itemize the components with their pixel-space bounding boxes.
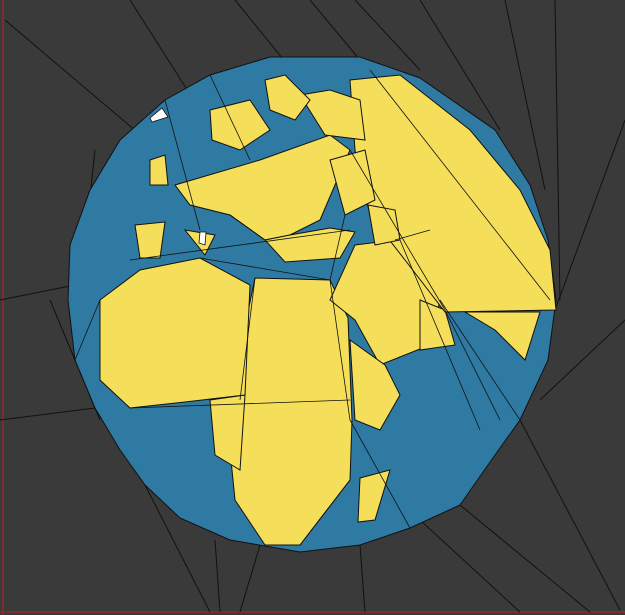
land-india [419,299,456,351]
facet-line [349,419,411,529]
shard-line [519,419,621,611]
shard-line [419,0,501,131]
land-se-asia [463,311,541,361]
facet-line [209,74,251,161]
facet-line [129,229,351,261]
shard-line [554,0,561,301]
facet-line [329,214,346,281]
shard-line [354,0,421,71]
facet-line [239,277,256,401]
shard-line [214,539,221,613]
ice-fragment [149,107,169,123]
facet-line [164,99,201,231]
land-fragment-a [149,154,169,186]
land-black-sea-area [329,149,376,216]
land-madagascar [357,469,391,523]
shard-line [504,0,546,191]
facet-line [74,299,101,361]
land-masses [99,74,557,546]
shard-line [359,544,366,613]
facet-line [349,149,446,311]
shard-line [309,0,361,61]
shard-line [554,119,625,311]
facet-line [199,257,331,281]
land-britain-area [209,99,271,151]
shard-line [144,484,211,613]
shard-line [0,407,96,421]
facet-line [369,69,551,301]
facet-line [129,399,351,409]
facet-line [439,299,521,421]
land-north-cap [264,74,311,121]
facet-line [329,279,351,421]
facet-line [299,479,351,546]
land-scandinavia [299,89,366,141]
land-horn [349,338,401,431]
shard-line [419,519,521,613]
ice-fragment-small [198,231,207,246]
land-europe [174,134,351,241]
shard-line [239,544,261,613]
land-iberia [134,221,166,259]
land-mediterranean-rim [264,227,356,263]
shard-line [459,504,591,613]
facet-line [394,229,431,241]
shard-line [539,319,625,401]
facet-line [399,239,481,431]
land-west-bulge [99,257,251,409]
facet-lines [74,69,551,546]
shard-line [0,284,76,301]
facet-line [229,214,266,241]
facet-line [444,309,501,421]
